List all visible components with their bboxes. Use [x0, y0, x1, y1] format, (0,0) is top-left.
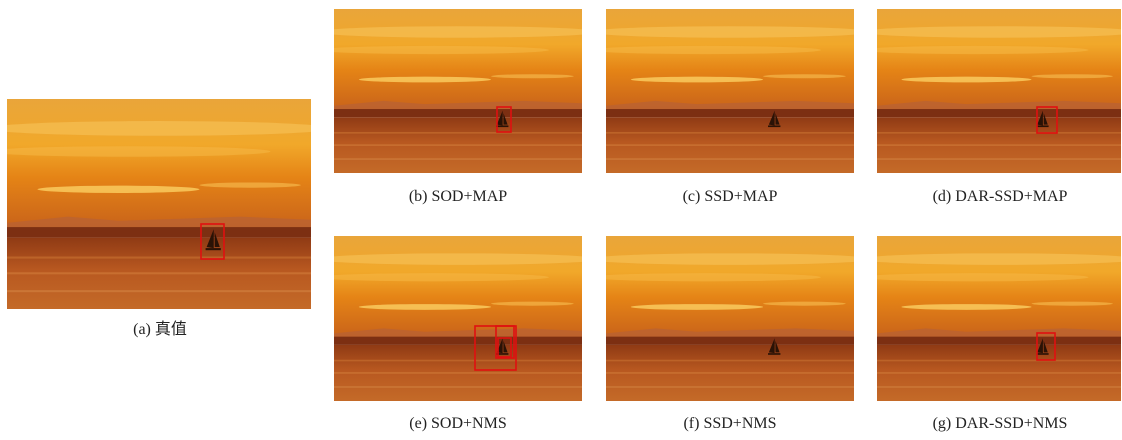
caption: (e) SOD+NMS	[409, 415, 506, 432]
image	[861, 9, 1122, 173]
caption: (g) DAR-SSD+NMS	[933, 415, 1068, 432]
panel-a: (a) 真值	[0, 99, 331, 338]
panel-f: (f) SSD+NMS	[589, 236, 870, 432]
image	[589, 236, 870, 401]
caption: (c) SSD+MAP	[683, 188, 778, 205]
image	[589, 9, 870, 173]
panel-d: (d) DAR-SSD+MAP	[861, 9, 1122, 205]
panel-e: (e) SOD+NMS	[317, 236, 598, 432]
image	[861, 236, 1122, 401]
caption: (d) DAR-SSD+MAP	[933, 188, 1068, 205]
image	[317, 9, 598, 173]
caption: (f) SSD+NMS	[683, 415, 776, 432]
panel-g: (g) DAR-SSD+NMS	[861, 236, 1122, 432]
figure: (a) 真值 (b) SOD+MAP (c) SSD+MAP (d) DAR-S…	[0, 0, 1122, 435]
image	[0, 99, 331, 309]
panel-c: (c) SSD+MAP	[589, 9, 870, 205]
caption: (a) 真值	[133, 320, 187, 338]
caption: (b) SOD+MAP	[409, 188, 507, 205]
panel-b: (b) SOD+MAP	[317, 9, 598, 205]
image	[317, 236, 598, 401]
